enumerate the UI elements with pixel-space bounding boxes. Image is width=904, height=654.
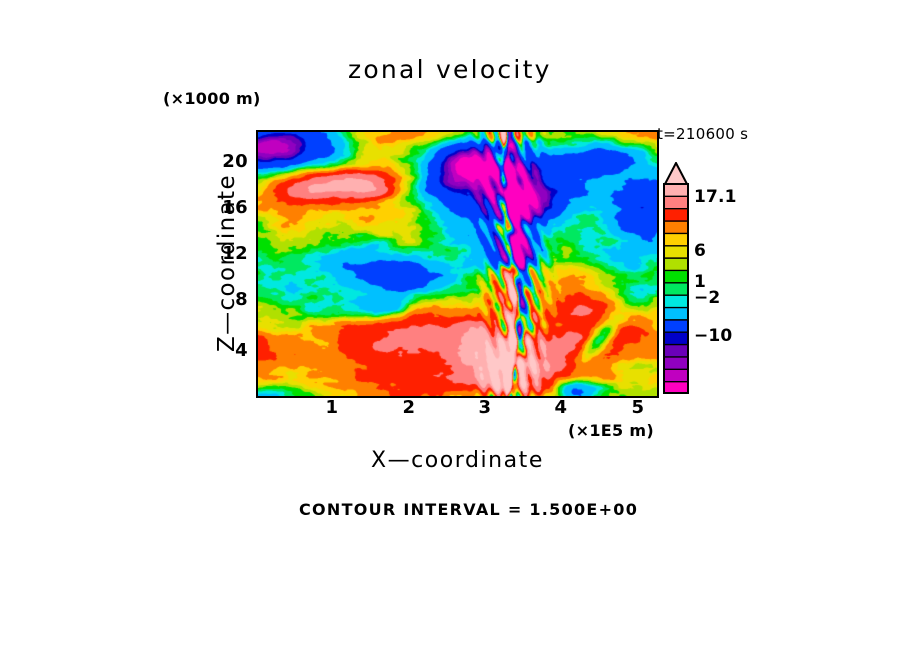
x-tick-label-1: 1 [325,397,339,418]
y-axis-unit-label: (×1000 m) [163,89,261,108]
y-tick-label-8: 8 [235,289,248,310]
timestamp-label: t=210600 s [657,125,749,143]
colorbar-label-neg10: −10 [694,326,733,346]
x-tick-label-4: 4 [554,397,568,418]
contour-field [258,132,657,396]
y-tick-label-16: 16 [222,197,248,218]
colorbar [663,162,689,394]
x-axis-title: X—coordinate [371,448,544,473]
y-tick-label-4: 4 [235,340,248,361]
contour-interval-note: CONTOUR INTERVAL = 1.500E+00 [299,500,639,519]
colorbar-bands [663,162,689,394]
x-tick-label-3: 3 [478,397,492,418]
y-tick-label-12: 12 [222,243,248,264]
colorbar-label-1: 1 [694,272,706,292]
x-tick-label-2: 2 [402,397,416,418]
y-tick-label-20: 20 [222,151,248,172]
contour-plot-frame [256,130,659,398]
colorbar-label-6: 6 [694,241,706,261]
page-title: zonal velocity [348,55,552,84]
x-axis-unit-label: (×1E5 m) [568,421,655,440]
colorbar-label-neg2: −2 [694,288,721,308]
x-tick-label-5: 5 [631,397,645,418]
colorbar-label-17: 17.1 [694,187,737,207]
